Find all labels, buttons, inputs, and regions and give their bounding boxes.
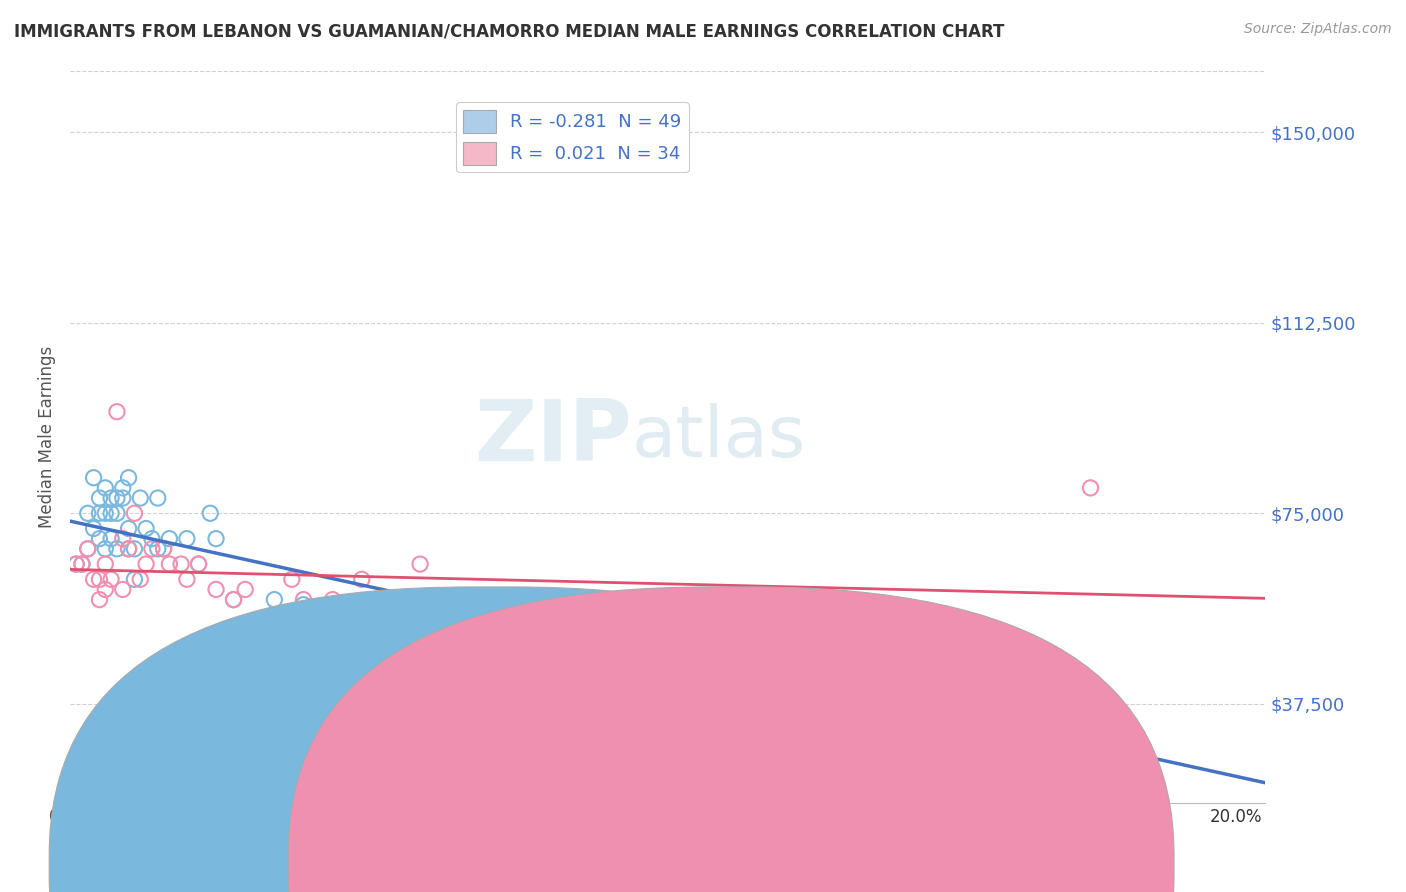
- Point: [292, 598, 315, 612]
- Point: [187, 557, 209, 571]
- Point: [205, 532, 228, 546]
- Point: [322, 592, 344, 607]
- Point: [496, 724, 519, 739]
- Point: [322, 623, 344, 637]
- Point: [135, 557, 157, 571]
- Point: [205, 582, 228, 597]
- Point: [846, 658, 869, 673]
- Point: [700, 623, 723, 637]
- Point: [233, 582, 256, 597]
- Point: [105, 405, 128, 419]
- Point: [105, 541, 128, 556]
- Text: Immigrants from Lebanon: Immigrants from Lebanon: [527, 859, 725, 873]
- Point: [94, 506, 117, 520]
- Point: [89, 532, 111, 546]
- Point: [292, 592, 315, 607]
- Point: [252, 648, 274, 663]
- Point: [176, 572, 198, 586]
- Point: [963, 673, 986, 688]
- Point: [187, 557, 209, 571]
- Point: [117, 521, 139, 535]
- Text: atlas: atlas: [633, 402, 807, 472]
- Point: [94, 582, 117, 597]
- Text: Source: ZipAtlas.com: Source: ZipAtlas.com: [1244, 22, 1392, 37]
- Point: [111, 532, 134, 546]
- Y-axis label: Median Male Earnings: Median Male Earnings: [38, 346, 56, 528]
- Point: [89, 491, 111, 505]
- Point: [111, 491, 134, 505]
- Text: IMMIGRANTS FROM LEBANON VS GUAMANIAN/CHAMORRO MEDIAN MALE EARNINGS CORRELATION C: IMMIGRANTS FROM LEBANON VS GUAMANIAN/CHA…: [14, 22, 1004, 40]
- Point: [117, 541, 139, 556]
- Point: [124, 506, 146, 520]
- Point: [129, 491, 152, 505]
- Point: [141, 541, 163, 556]
- Point: [350, 572, 373, 586]
- Point: [105, 491, 128, 505]
- Point: [176, 532, 198, 546]
- Point: [222, 592, 245, 607]
- Point: [152, 541, 174, 556]
- Point: [65, 557, 87, 571]
- Text: ZIP: ZIP: [474, 395, 633, 479]
- Point: [94, 541, 117, 556]
- Point: [100, 532, 122, 546]
- Point: [70, 557, 93, 571]
- Point: [111, 582, 134, 597]
- Point: [281, 633, 304, 648]
- Point: [222, 592, 245, 607]
- Point: [263, 592, 285, 607]
- Point: [170, 557, 193, 571]
- Point: [152, 541, 174, 556]
- Point: [100, 506, 122, 520]
- Point: [89, 572, 111, 586]
- Point: [124, 541, 146, 556]
- Point: [554, 648, 576, 663]
- Text: Guamanians/Chamorros: Guamanians/Chamorros: [766, 859, 950, 873]
- Point: [83, 471, 105, 485]
- Point: [89, 506, 111, 520]
- Point: [100, 572, 122, 586]
- Point: [76, 541, 98, 556]
- Point: [117, 471, 139, 485]
- Point: [467, 633, 489, 648]
- Point: [141, 532, 163, 546]
- Point: [94, 481, 117, 495]
- Point: [83, 521, 105, 535]
- Point: [105, 506, 128, 520]
- Point: [157, 532, 180, 546]
- Point: [409, 557, 432, 571]
- Point: [246, 623, 269, 637]
- Point: [157, 557, 180, 571]
- Point: [83, 572, 105, 586]
- Point: [65, 557, 87, 571]
- Point: [281, 572, 304, 586]
- Point: [94, 557, 117, 571]
- Point: [350, 603, 373, 617]
- Point: [76, 506, 98, 520]
- Point: [111, 481, 134, 495]
- Point: [135, 521, 157, 535]
- Point: [409, 598, 432, 612]
- Point: [76, 541, 98, 556]
- Point: [146, 491, 169, 505]
- Point: [146, 541, 169, 556]
- Point: [124, 572, 146, 586]
- Point: [89, 592, 111, 607]
- Point: [129, 572, 152, 586]
- Point: [100, 491, 122, 505]
- Point: [583, 623, 606, 637]
- Point: [200, 506, 222, 520]
- Point: [1080, 481, 1102, 495]
- Point: [70, 557, 93, 571]
- Point: [117, 541, 139, 556]
- Legend: R = -0.281  N = 49, R =  0.021  N = 34: R = -0.281 N = 49, R = 0.021 N = 34: [456, 103, 689, 172]
